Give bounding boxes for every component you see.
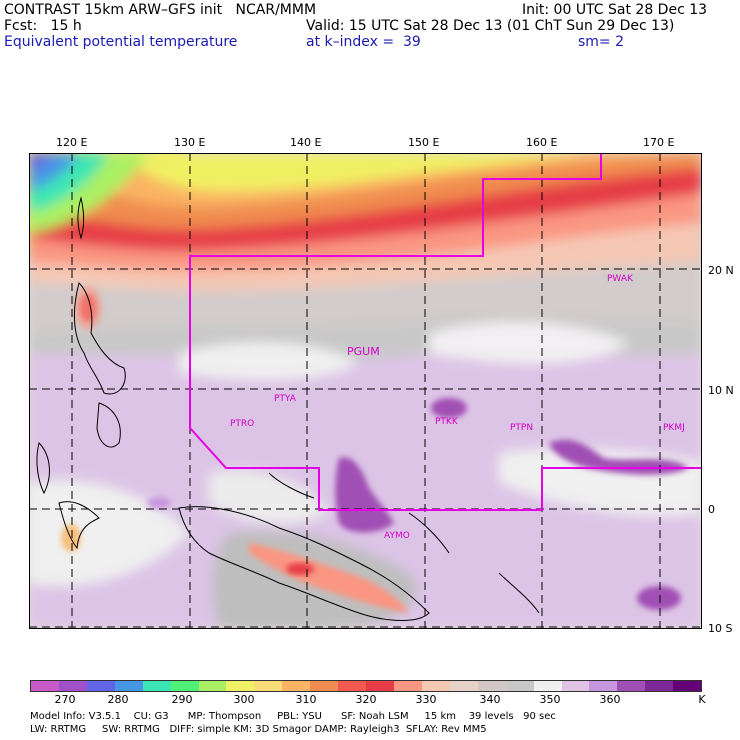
lon-tick-170: 170 E [643,136,675,149]
lon-tick-130: 130 E [174,136,206,149]
colorbar-swatch [421,681,450,691]
smoothing-value: sm= 2 [578,34,625,50]
colorbar-swatch [198,681,227,691]
model-info-line2: LW: RRTMG SW: RRTMG DIFF: simple KM: 3D … [30,724,487,735]
mindanao-coast [96,402,121,448]
field-name: Equivalent potential temperature [4,34,238,50]
lon-tick-140: 140 E [290,136,322,149]
colorbar-label: 320 [355,693,377,706]
station-label: PWAK [607,274,633,284]
chart-title: CONTRAST 15km ARW–GFS init NCAR/MMM [4,2,317,18]
model-info-line1: Model Info: V3.5.1 CU: G3 MP: Thompson P… [30,711,556,722]
level-index: at k–index = 39 [306,34,421,50]
station-label: PGUM [347,345,380,358]
boundary-line [189,153,702,511]
colorbar-swatch [310,681,339,691]
colorbar-swatch [477,681,506,691]
colorbar-swatch [393,681,422,691]
colorbar-swatch [31,681,59,691]
colorbar-label: 300 [233,693,255,706]
lat-tick-10n: 10 N [708,384,734,397]
colorbar-swatch [114,681,143,691]
lat-tick-10s: 10 S [708,622,733,635]
colorbar-swatch [366,681,394,691]
colorbar-swatch [142,681,171,691]
station-label: PTKK [435,417,458,427]
colorbar-swatch [673,681,702,691]
colorbar-label: 270 [54,693,76,706]
map-frame [29,153,702,629]
colorbar-swatch [226,681,255,691]
taiwan-coast [77,196,85,240]
station-label: PKMJ [663,423,685,433]
colorbar-swatch [254,681,283,691]
new-guinea-coast [178,506,430,621]
map-panel [29,153,702,629]
new-guinea-warm-band [249,543,409,613]
colorbar-label: 360 [599,693,621,706]
colorbar-swatch [58,681,87,691]
colorbar-swatch [170,681,199,691]
colorbar-swatch [561,681,590,691]
colorbar-label: 350 [539,693,561,706]
solomon-coast [408,512,450,554]
colorbar-label: 280 [107,693,129,706]
station-label: PTPN [510,423,534,433]
colorbar-swatch [282,681,311,691]
lon-tick-120: 120 E [56,136,88,149]
colorbar-swatch [617,681,646,691]
colorbar-label: 330 [415,693,437,706]
borneo-coast [36,442,50,495]
forecast-hour: Fcst: 15 h [4,18,82,34]
new-britain-coast [268,472,315,499]
vanuatu-coast [498,572,540,614]
high-theta-e-cells [147,398,689,610]
colorbar-label: K [698,693,706,706]
station-label: AYMO [384,531,410,541]
colorbar-swatch [338,681,367,691]
lon-tick-150: 150 E [408,136,440,149]
colorbar-label: 340 [479,693,501,706]
colorbar [30,680,702,692]
colorbar-swatch [589,681,618,691]
colorbar-label: 290 [171,693,193,706]
colorbar-swatch [449,681,478,691]
station-label: PTRO [230,419,255,429]
lon-tick-160: 160 E [526,136,558,149]
colorbar-label: 310 [295,693,317,706]
luzon-coast [74,282,126,395]
colorbar-swatch [505,681,534,691]
lat-tick-0: 0 [708,503,715,516]
valid-time: Valid: 15 UTC Sat 28 Dec 13 (01 ChT Sun … [306,18,675,34]
init-time: Init: 00 UTC Sat 28 Dec 13 [522,2,708,18]
sulawesi-coast [58,501,100,550]
colorbar-swatch [533,681,562,691]
coastlines [36,196,540,621]
lat-tick-20n: 20 N [708,264,734,277]
colorbar-swatch [645,681,674,691]
colorbar-swatch [86,681,115,691]
warm-band [29,153,702,292]
station-label: PTYA [274,394,296,404]
